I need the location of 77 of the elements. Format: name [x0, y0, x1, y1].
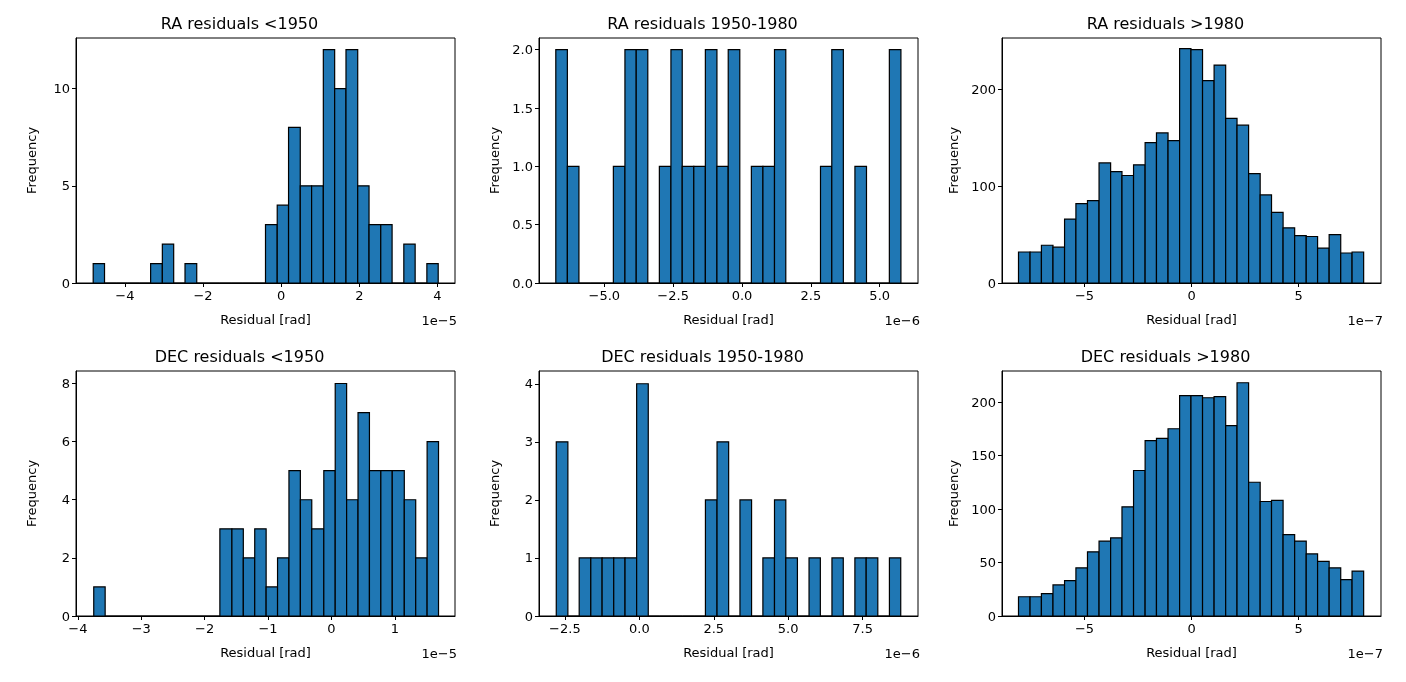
- y-tick-label: 2: [524, 492, 533, 508]
- x-tick-label: 0.0: [628, 621, 650, 636]
- x-tick-label: 1: [390, 621, 399, 636]
- x-tick-label: 0.0: [731, 288, 753, 303]
- x-tick-label: −2: [193, 288, 213, 303]
- y-tick-label: 0: [987, 608, 996, 624]
- chart-title: RA residuals 1950-1980: [607, 13, 798, 33]
- x-tick-label: −2: [195, 621, 215, 636]
- x-axis-title: Residual [rad]: [1146, 312, 1237, 327]
- chart-title: DEC residuals >1980: [1080, 346, 1251, 366]
- y-tick-label: 50: [979, 555, 996, 571]
- x-tick-label: −4: [68, 621, 88, 636]
- x-tick-label: 7.5: [852, 621, 873, 636]
- x-tick-label: −2.5: [549, 621, 581, 636]
- y-axis-title: Frequency: [946, 459, 962, 528]
- y-tick-label: 0: [61, 275, 70, 291]
- x-axis-title: Residual [rad]: [220, 645, 311, 660]
- x-tick-label: 5.0: [869, 288, 891, 303]
- x-tick-label: −4: [115, 288, 135, 303]
- y-tick-label: 1.0: [512, 158, 533, 174]
- y-tick-label: 1.5: [512, 100, 533, 116]
- y-tick-label: 3: [524, 434, 533, 450]
- text: 1e−6: [884, 313, 920, 328]
- x-tick-label: 2.5: [800, 288, 822, 303]
- text: 1e−7: [1347, 646, 1383, 661]
- y-tick-label: 100: [971, 501, 996, 517]
- x-tick-label: 5: [1294, 288, 1303, 303]
- y-tick-label: 0: [987, 275, 996, 291]
- x-axis-title: Residual [rad]: [1146, 645, 1237, 660]
- x-axis-title: Residual [rad]: [220, 312, 311, 327]
- y-tick-label: 2: [61, 550, 70, 566]
- x-tick-label: 5: [1294, 621, 1303, 636]
- y-tick-label: 2.0: [512, 42, 533, 58]
- chart-title: RA residuals <1950: [160, 13, 319, 33]
- y-tick-label: 4: [61, 492, 70, 508]
- text: 1e−6: [884, 646, 920, 661]
- y-tick-label: 4: [524, 376, 533, 392]
- y-tick-label: 5: [61, 178, 70, 194]
- y-axis-title: Frequency: [946, 126, 962, 195]
- text: 1e−7: [1347, 313, 1383, 328]
- y-tick-label: 0.5: [512, 217, 533, 233]
- y-tick-label: 0: [61, 608, 70, 624]
- y-axis-title: Frequency: [24, 126, 39, 195]
- x-tick-label: 0: [1187, 621, 1196, 636]
- y-tick-label: 8: [61, 376, 70, 391]
- x-axis-title: Residual [rad]: [683, 645, 774, 660]
- y-tick-label: 150: [971, 448, 996, 464]
- x-tick-label: −5: [1074, 288, 1095, 303]
- y-tick-label: 10: [53, 81, 70, 97]
- x-axis-title: Residual [rad]: [683, 312, 774, 327]
- text: 1e−5: [421, 313, 457, 328]
- y-tick-label: 0.0: [512, 275, 533, 291]
- y-tick-label: 1: [524, 550, 533, 566]
- y-axis-title: Frequency: [487, 126, 502, 195]
- y-tick-label: 6: [61, 434, 70, 450]
- x-tick-label: 2: [355, 288, 364, 303]
- y-tick-label: 0: [524, 608, 533, 624]
- chart-title: RA residuals >1980: [1086, 13, 1245, 33]
- x-tick-label: −5.0: [588, 288, 621, 303]
- x-tick-label: −5: [1074, 621, 1095, 636]
- y-tick-label: 100: [971, 178, 996, 194]
- x-tick-label: 0: [276, 288, 286, 303]
- x-tick-label: 2.5: [703, 621, 725, 636]
- y-tick-label: 200: [971, 394, 996, 410]
- x-tick-label: 5.0: [777, 621, 799, 636]
- x-tick-label: −3: [131, 621, 151, 636]
- x-tick-label: 0: [327, 621, 336, 636]
- chart-title: DEC residuals <1950: [154, 346, 325, 366]
- chart-title: DEC residuals 1950-1980: [601, 346, 804, 366]
- x-tick-label: 0: [1187, 288, 1196, 303]
- y-axis-title: Frequency: [487, 459, 502, 528]
- x-tick-label: 4: [433, 288, 442, 303]
- text: 1e−5: [421, 646, 457, 661]
- x-tick-label: −1: [258, 621, 278, 636]
- x-tick-label: −2.5: [657, 288, 689, 303]
- y-axis-title: Frequency: [24, 459, 39, 528]
- y-tick-label: 200: [971, 81, 996, 97]
